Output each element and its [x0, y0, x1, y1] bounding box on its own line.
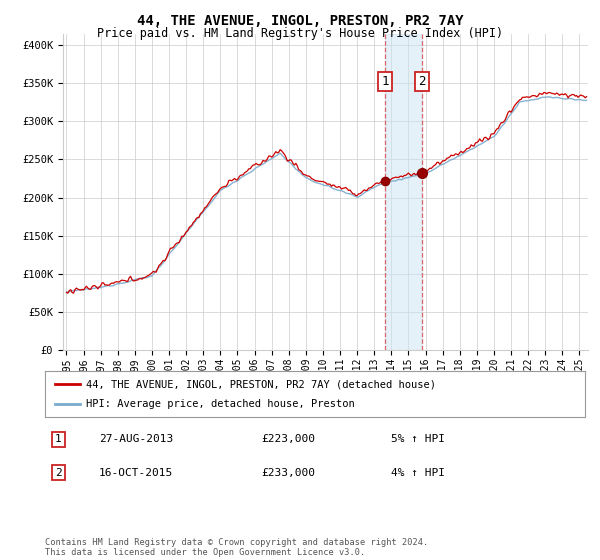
Text: 44, THE AVENUE, INGOL, PRESTON, PR2 7AY: 44, THE AVENUE, INGOL, PRESTON, PR2 7AY	[137, 14, 463, 28]
Text: HPI: Average price, detached house, Preston: HPI: Average price, detached house, Pres…	[86, 399, 354, 409]
Text: 27-AUG-2013: 27-AUG-2013	[99, 435, 173, 444]
Text: £233,000: £233,000	[261, 468, 315, 478]
Text: 1: 1	[382, 75, 389, 88]
Text: Price paid vs. HM Land Registry's House Price Index (HPI): Price paid vs. HM Land Registry's House …	[97, 27, 503, 40]
Text: Contains HM Land Registry data © Crown copyright and database right 2024.
This d: Contains HM Land Registry data © Crown c…	[45, 538, 428, 557]
Text: 4% ↑ HPI: 4% ↑ HPI	[391, 468, 445, 478]
Text: 16-OCT-2015: 16-OCT-2015	[99, 468, 173, 478]
Text: 5% ↑ HPI: 5% ↑ HPI	[391, 435, 445, 444]
Text: 2: 2	[55, 468, 62, 478]
Text: £223,000: £223,000	[261, 435, 315, 444]
Bar	[385, 34, 422, 350]
Text: 1: 1	[55, 435, 62, 444]
Text: 44, THE AVENUE, INGOL, PRESTON, PR2 7AY (detached house): 44, THE AVENUE, INGOL, PRESTON, PR2 7AY …	[86, 379, 436, 389]
Text: 2: 2	[418, 75, 425, 88]
